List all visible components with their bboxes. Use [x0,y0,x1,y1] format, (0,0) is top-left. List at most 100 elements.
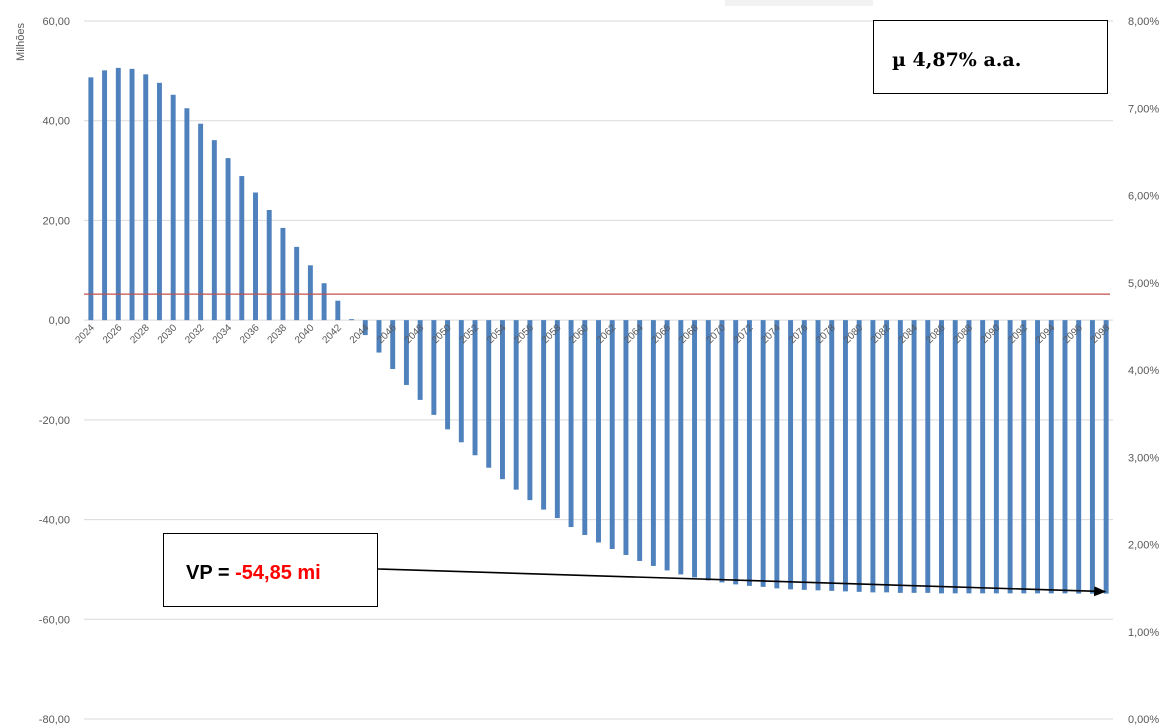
bar [1048,320,1054,594]
bar [746,320,752,586]
y2-tick-label: 3,00% [1128,452,1159,464]
bar [609,320,615,549]
x-tick-label: 2036 [238,322,262,346]
bar [637,320,643,561]
bar [362,320,368,336]
x-tick-label: 2032 [183,322,207,346]
y-tick-label: -80,00 [39,714,70,726]
x-tick-label: 2030 [156,322,180,346]
y-axis-ticks: 60,00 40,00 20,00 0,00 -20,00 -40,00 -60,00 -80… [39,16,70,726]
bar [527,320,533,501]
bar [294,246,300,321]
bar [390,320,396,370]
bar [554,320,560,519]
bar [102,70,108,321]
y-tick-label: -20,00 [39,415,70,427]
bar [129,68,135,321]
bar [1103,320,1109,594]
present-value-prefix: VP = [186,562,236,584]
present-value-box: VP = -54,85 mi [163,533,378,607]
x-tick-label: 2042 [320,322,344,346]
y-tick-label: -40,00 [39,515,70,527]
bar [445,320,451,430]
legend-placeholder [725,0,873,6]
bar [499,320,505,480]
bar [911,320,917,593]
y2-tick-label: 1,00% [1128,627,1159,639]
bar [307,265,313,321]
y-tick-label: 40,00 [42,116,70,128]
x-tick-label: 2040 [293,322,317,346]
bar [225,158,231,321]
bar [1021,320,1027,594]
bar [842,320,848,592]
y2-tick-label: 2,00% [1128,540,1159,552]
bar [952,320,958,594]
bar [980,320,986,594]
x-tick-label: 2026 [101,322,125,346]
bar [1035,320,1041,594]
bar [253,192,258,321]
x-tick-label: 2024 [73,322,97,346]
y-axis-label: Milhões [15,23,27,61]
bar [541,320,547,510]
bar [733,320,739,585]
bar [582,320,588,536]
bar [692,320,698,578]
bar [115,67,121,321]
bar [678,320,684,575]
arrow [377,568,1107,597]
y-tick-label: -60,00 [39,614,70,626]
bar [280,227,286,321]
bar [760,320,766,587]
bar [143,74,149,321]
bar [156,82,162,321]
y2-tick-label: 0,00% [1128,714,1159,726]
bar [486,320,492,468]
y2-axis-ticks: 8,00% 7,00% 6,00% 5,00% 4,00% 3,00% 2,00% 1,00%… [1128,16,1159,726]
bar [568,320,574,528]
bar [1089,320,1095,594]
bar [472,320,478,456]
y-tick-label: 20,00 [42,215,70,227]
present-value-amount: -54,85 mi [235,562,321,584]
bars [88,67,1109,594]
bar [650,320,656,566]
bar [403,320,409,385]
bar [664,320,670,571]
mean-rate-text: µ 4,87% a.a. [892,49,1022,71]
bar [458,320,464,443]
bar [1007,320,1013,594]
bar [870,320,876,593]
mean-rate-box: µ 4,87% a.a. [873,20,1108,94]
bar [431,320,437,415]
bar [705,320,711,581]
bar [211,140,217,321]
bar [321,283,327,321]
y2-tick-label: 5,00% [1128,278,1159,290]
bar [1062,320,1068,594]
bar [335,300,341,321]
bar [719,320,725,583]
bar [239,176,245,321]
bar [774,320,780,589]
x-tick-label: 2044 [348,322,372,346]
bar [513,320,519,490]
bar [815,320,821,591]
x-tick-label: 2028 [128,322,152,346]
y2-tick-label: 7,00% [1128,103,1159,115]
bar [349,319,355,321]
x-tick-label: 2034 [211,322,235,346]
bar [417,320,423,400]
bar [925,320,931,593]
bar [170,94,176,321]
bar [596,320,601,543]
bar [198,123,204,321]
bar [939,320,944,594]
pointer-arrow [377,568,1107,597]
x-tick-label: 2038 [266,322,290,346]
y2-tick-label: 8,00% [1128,16,1159,28]
bar [788,320,794,590]
bar [376,320,382,353]
